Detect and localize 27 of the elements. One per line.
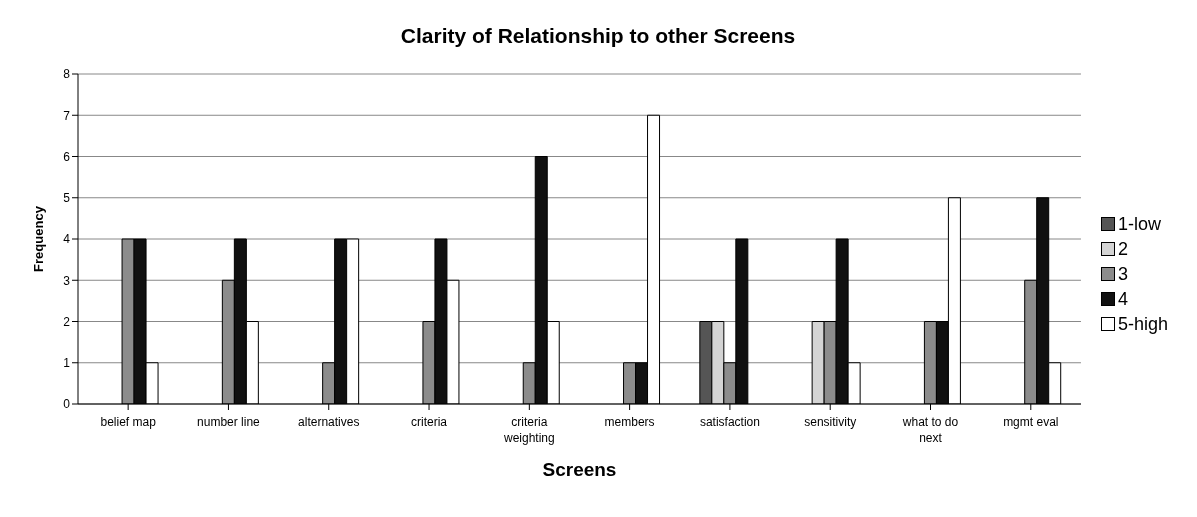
- y-tick-label: 0: [63, 397, 71, 412]
- legend-label: 3: [1117, 263, 1128, 285]
- y-tick-label: 5: [63, 191, 71, 206]
- x-tick-label: sensitivity: [804, 415, 857, 429]
- x-tick-label: number line: [197, 415, 261, 429]
- y-axis-title: Frequency: [30, 205, 46, 272]
- x-tick-label: alternatives: [298, 415, 360, 429]
- y-tick-label: 6: [63, 149, 71, 164]
- x-tick-label: mgmt eval: [1003, 415, 1059, 429]
- x-tick-label: members: [604, 415, 655, 429]
- x-tick-label: satisfaction: [699, 415, 760, 429]
- x-tick-label: criteria weighting: [502, 415, 555, 445]
- y-tick-label: 2: [63, 314, 71, 329]
- legend-label: 2: [1117, 238, 1128, 260]
- y-tick-label: 4: [63, 232, 71, 247]
- y-tick-label: 3: [63, 273, 71, 288]
- y-tick-label: 1: [63, 356, 71, 371]
- x-tick-label: criteria: [411, 415, 448, 429]
- x-tick-label: what to do next: [901, 415, 959, 445]
- legend-label: 1-low: [1117, 213, 1161, 235]
- x-axis-title: Screens: [542, 459, 617, 480]
- y-tick-label: 8: [63, 67, 71, 82]
- x-tick-label: belief map: [100, 415, 157, 429]
- legend-label: 4: [1117, 288, 1128, 310]
- y-tick-label: 7: [63, 108, 71, 123]
- legend-label: 5-high: [1117, 313, 1168, 335]
- chart-title: Clarity of Relationship to other Screens: [399, 23, 797, 49]
